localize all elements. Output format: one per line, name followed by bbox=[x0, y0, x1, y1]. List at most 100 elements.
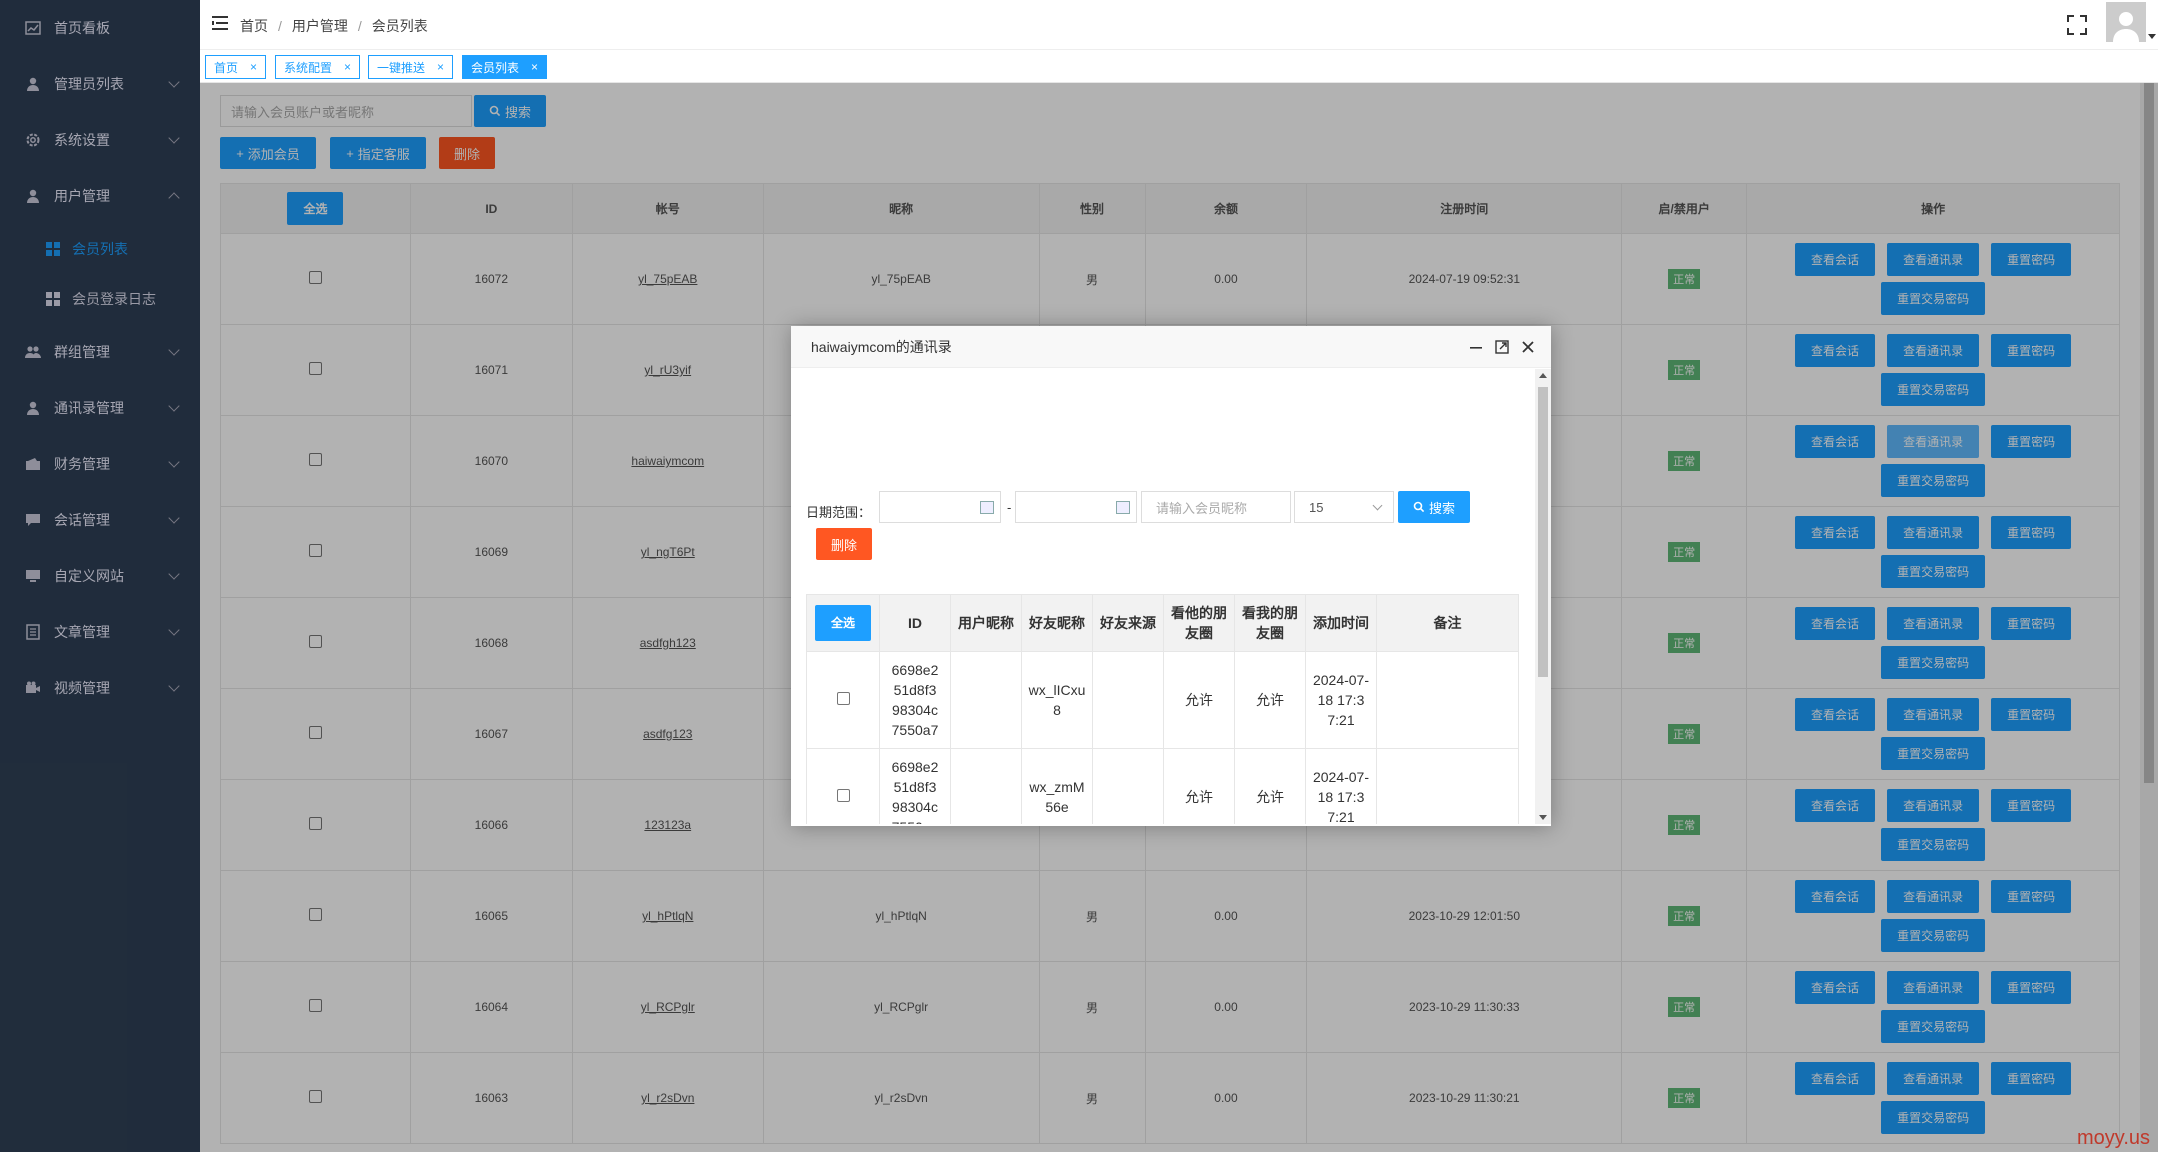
cell-account-link[interactable]: yl_ngT6Pt bbox=[640, 545, 695, 559]
reset-trade-password-button[interactable]: 重置交易密码 bbox=[1881, 737, 1986, 770]
status-badge[interactable]: 正常 bbox=[1668, 633, 1701, 653]
fullscreen-icon[interactable] bbox=[2066, 14, 2088, 36]
sidebar-item-0[interactable]: 首页看板 bbox=[0, 0, 200, 56]
reset-password-button[interactable]: 重置密码 bbox=[1991, 607, 2072, 640]
breadcrumb-home[interactable]: 首页 bbox=[240, 18, 268, 34]
status-badge[interactable]: 正常 bbox=[1668, 360, 1701, 380]
reset-trade-password-button[interactable]: 重置交易密码 bbox=[1881, 919, 1986, 952]
reset-trade-password-button[interactable]: 重置交易密码 bbox=[1881, 1101, 1986, 1134]
view-chat-button[interactable]: 查看会话 bbox=[1795, 516, 1876, 549]
sidebar-subitem-0[interactable]: 会员列表 bbox=[0, 224, 200, 274]
close-icon[interactable] bbox=[1519, 338, 1537, 356]
view-chat-button[interactable]: 查看会话 bbox=[1795, 971, 1876, 1004]
view-contacts-button[interactable]: 查看通讯录 bbox=[1887, 880, 1980, 913]
view-contacts-button[interactable]: 查看通讯录 bbox=[1887, 1062, 1980, 1095]
sidebar-item-2[interactable]: 系统设置 bbox=[0, 112, 200, 168]
date-start-input[interactable] bbox=[879, 491, 1001, 523]
tab-home[interactable]: 首页 × bbox=[205, 55, 267, 79]
reset-trade-password-button[interactable]: 重置交易密码 bbox=[1881, 1010, 1986, 1043]
minimize-icon[interactable] bbox=[1467, 338, 1485, 356]
view-contacts-button[interactable]: 查看通讯录 bbox=[1887, 516, 1980, 549]
tab-close-icon[interactable]: × bbox=[531, 60, 539, 74]
tab-one-click-push[interactable]: 一键推送 × bbox=[368, 55, 454, 79]
chevron-down-icon[interactable] bbox=[2148, 34, 2156, 39]
tab-system-config[interactable]: 系统配置 × bbox=[275, 55, 361, 79]
avatar[interactable] bbox=[2106, 2, 2146, 42]
status-badge[interactable]: 正常 bbox=[1668, 997, 1701, 1017]
status-badge[interactable]: 正常 bbox=[1668, 906, 1701, 926]
dialog-search-button[interactable]: 搜索 bbox=[1398, 491, 1470, 523]
row-checkbox[interactable] bbox=[836, 789, 850, 802]
reset-password-button[interactable]: 重置密码 bbox=[1991, 516, 2072, 549]
status-badge[interactable]: 正常 bbox=[1668, 269, 1701, 289]
cell-account-link[interactable]: yl_RCPglr bbox=[640, 1000, 695, 1014]
view-chat-button[interactable]: 查看会话 bbox=[1795, 1062, 1876, 1095]
cell-account-link[interactable]: 123123a bbox=[644, 818, 692, 832]
assign-service-button[interactable]: + 指定客服 bbox=[330, 137, 426, 169]
reset-trade-password-button[interactable]: 重置交易密码 bbox=[1881, 282, 1986, 315]
row-checkbox[interactable] bbox=[308, 453, 322, 466]
sidebar-item-10[interactable]: 视频管理 bbox=[0, 660, 200, 716]
status-badge[interactable]: 正常 bbox=[1668, 451, 1701, 471]
reset-password-button[interactable]: 重置密码 bbox=[1991, 243, 2072, 276]
add-member-button[interactable]: + 添加会员 bbox=[220, 137, 316, 169]
view-chat-button[interactable]: 查看会话 bbox=[1795, 425, 1876, 458]
row-checkbox[interactable] bbox=[308, 635, 322, 648]
view-contacts-button[interactable]: 查看通讯录 bbox=[1887, 425, 1980, 458]
view-chat-button[interactable]: 查看会话 bbox=[1795, 789, 1876, 822]
reset-trade-password-button[interactable]: 重置交易密码 bbox=[1881, 555, 1986, 588]
reset-password-button[interactable]: 重置密码 bbox=[1991, 425, 2072, 458]
tab-close-icon[interactable]: × bbox=[344, 60, 352, 74]
sidebar-item-3[interactable]: 用户管理 bbox=[0, 168, 200, 224]
status-badge[interactable]: 正常 bbox=[1668, 724, 1701, 744]
cell-account-link[interactable]: asdfg123 bbox=[643, 727, 693, 741]
sidebar-item-6[interactable]: 财务管理 bbox=[0, 436, 200, 492]
sidebar-subitem-1[interactable]: 会员登录日志 bbox=[0, 274, 200, 324]
dialog-delete-button[interactable]: 删除 bbox=[816, 528, 872, 560]
view-chat-button[interactable]: 查看会话 bbox=[1795, 880, 1876, 913]
reset-password-button[interactable]: 重置密码 bbox=[1991, 698, 2072, 731]
view-contacts-button[interactable]: 查看通讯录 bbox=[1887, 243, 1980, 276]
page-size-select[interactable]: 15 bbox=[1294, 491, 1394, 523]
tab-close-icon[interactable]: × bbox=[437, 60, 445, 74]
date-end-input[interactable] bbox=[1015, 491, 1137, 523]
view-chat-button[interactable]: 查看会话 bbox=[1795, 243, 1876, 276]
reset-password-button[interactable]: 重置密码 bbox=[1991, 789, 2072, 822]
row-checkbox[interactable] bbox=[308, 999, 322, 1012]
cell-account-link[interactable]: asdfgh123 bbox=[639, 636, 696, 650]
sidebar-item-5[interactable]: 通讯录管理 bbox=[0, 380, 200, 436]
cell-account-link[interactable]: yl_hPtlqN bbox=[642, 909, 694, 923]
reset-password-button[interactable]: 重置密码 bbox=[1991, 880, 2072, 913]
view-chat-button[interactable]: 查看会话 bbox=[1795, 334, 1876, 367]
sidebar-item-9[interactable]: 文章管理 bbox=[0, 604, 200, 660]
reset-trade-password-button[interactable]: 重置交易密码 bbox=[1881, 828, 1986, 861]
tab-close-icon[interactable]: × bbox=[250, 60, 258, 74]
cell-account-link[interactable]: yl_r2sDvn bbox=[641, 1091, 695, 1105]
maximize-icon[interactable] bbox=[1493, 338, 1511, 356]
view-contacts-button[interactable]: 查看通讯录 bbox=[1887, 698, 1980, 731]
view-contacts-button[interactable]: 查看通讯录 bbox=[1887, 607, 1980, 640]
reset-trade-password-button[interactable]: 重置交易密码 bbox=[1881, 373, 1986, 406]
row-checkbox[interactable] bbox=[308, 271, 322, 284]
view-contacts-button[interactable]: 查看通讯录 bbox=[1887, 971, 1980, 1004]
view-chat-button[interactable]: 查看会话 bbox=[1795, 698, 1876, 731]
dialog-select-all-button[interactable]: 全选 bbox=[814, 605, 871, 641]
reset-password-button[interactable]: 重置密码 bbox=[1991, 971, 2072, 1004]
row-checkbox[interactable] bbox=[308, 817, 322, 830]
reset-trade-password-button[interactable]: 重置交易密码 bbox=[1881, 464, 1986, 497]
breadcrumb-user-mgmt[interactable]: 用户管理 bbox=[291, 18, 348, 34]
page-scrollbar[interactable] bbox=[2140, 83, 2158, 1152]
cell-account-link[interactable]: yl_75pEAB bbox=[638, 272, 698, 286]
row-checkbox[interactable] bbox=[308, 1090, 322, 1103]
delete-button[interactable]: 删除 bbox=[439, 137, 495, 169]
cell-account-link[interactable]: haiwaiymcom bbox=[631, 454, 705, 468]
reset-trade-password-button[interactable]: 重置交易密码 bbox=[1881, 646, 1986, 679]
sidebar-item-4[interactable]: 群组管理 bbox=[0, 324, 200, 380]
member-search-input[interactable]: 请输入会员账户或者昵称 bbox=[220, 95, 472, 127]
search-button[interactable]: 搜索 bbox=[474, 95, 546, 127]
sidebar-item-7[interactable]: 会话管理 bbox=[0, 492, 200, 548]
cell-account-link[interactable]: yl_rU3yif bbox=[644, 363, 692, 377]
status-badge[interactable]: 正常 bbox=[1668, 815, 1701, 835]
status-badge[interactable]: 正常 bbox=[1668, 542, 1701, 562]
nickname-search-input[interactable]: 请输入会员昵称 bbox=[1141, 491, 1291, 523]
